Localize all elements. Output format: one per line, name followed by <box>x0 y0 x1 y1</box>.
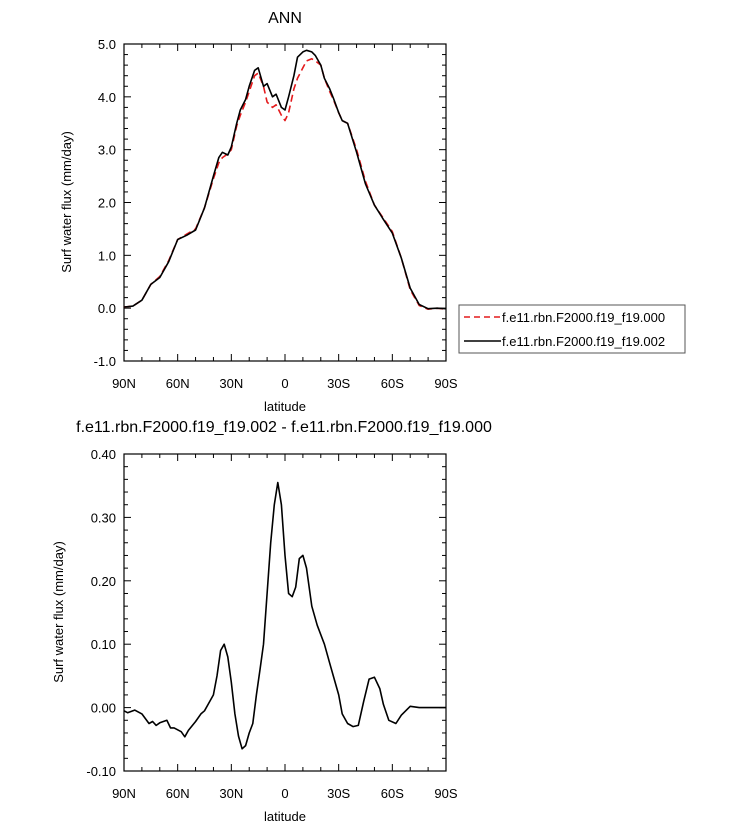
x-tick-label: 60S <box>381 786 404 801</box>
tick-marks <box>123 453 447 772</box>
legend: f.e11.rbn.F2000.f19_f19.000 f.e11.rbn.F2… <box>458 304 686 354</box>
y-tick-label: 0.40 <box>91 447 116 462</box>
series-line-0 <box>123 481 446 750</box>
series-line-1 <box>123 49 447 310</box>
y-axis-label: Surf water flux (mm/day) <box>51 541 66 683</box>
legend-box <box>458 304 686 354</box>
chart-title: f.e11.rbn.F2000.f19_f19.002 - f.e11.rbn.… <box>76 419 492 436</box>
legend-label-0: f.e11.rbn.F2000.f19_f19.000 <box>502 310 665 325</box>
x-tick-label: 30N <box>219 786 243 801</box>
y-tick-label: 0.30 <box>91 510 116 525</box>
y-axis-label: Surf water flux (mm/day) <box>59 131 74 273</box>
x-tick-label: 30N <box>219 376 243 391</box>
x-tick-label: 30S <box>327 786 350 801</box>
y-tick-label: 0.10 <box>91 637 116 652</box>
x-tick-label: 60S <box>381 376 404 391</box>
panel-mean: ANN -1.0 0.0 1.0 2.0 3.0 4.0 5.0 90N 60N 30N 0 30S… <box>59 10 458 414</box>
y-tick-labels: -1.0 0.0 1.0 2.0 3.0 4.0 5.0 <box>94 37 116 369</box>
x-tick-label: 30S <box>327 376 350 391</box>
tick-marks <box>123 43 447 362</box>
series-line-0 <box>123 57 447 311</box>
series-lines <box>123 481 446 750</box>
x-tick-label: 90S <box>434 376 457 391</box>
x-tick-label: 90N <box>112 376 136 391</box>
x-tick-label: 90S <box>434 786 457 801</box>
y-tick-label: 1.0 <box>98 248 116 263</box>
y-tick-labels: -0.10 0.00 0.10 0.20 0.30 0.40 <box>86 447 116 779</box>
plot-frame <box>123 453 447 772</box>
panel-difference: f.e11.rbn.F2000.f19_f19.002 - f.e11.rbn.… <box>51 419 492 824</box>
x-tick-label: 60N <box>166 786 190 801</box>
y-tick-label: 3.0 <box>98 143 116 158</box>
y-tick-label: 0.20 <box>91 574 116 589</box>
chart-title: ANN <box>268 10 302 27</box>
y-tick-label: 0.0 <box>98 301 116 316</box>
y-tick-label: 5.0 <box>98 37 116 52</box>
x-tick-labels: 90N 60N 30N 0 30S 60S 90S <box>112 786 458 801</box>
legend-label-1: f.e11.rbn.F2000.f19_f19.002 <box>502 334 665 349</box>
x-axis-label: latitude <box>264 399 306 414</box>
y-tick-label: 4.0 <box>98 90 116 105</box>
y-tick-label: -1.0 <box>94 354 116 369</box>
x-tick-label: 0 <box>281 786 288 801</box>
x-tick-label: 60N <box>166 376 190 391</box>
x-tick-label: 0 <box>281 376 288 391</box>
y-tick-label: -0.10 <box>86 764 116 779</box>
series-lines <box>123 49 447 311</box>
plot-frame <box>123 43 447 362</box>
y-tick-label: 2.0 <box>98 196 116 211</box>
x-axis-label: latitude <box>264 809 306 824</box>
x-tick-labels: 90N 60N 30N 0 30S 60S 90S <box>112 376 458 391</box>
y-tick-label: 0.00 <box>91 701 116 716</box>
x-tick-label: 90N <box>112 786 136 801</box>
